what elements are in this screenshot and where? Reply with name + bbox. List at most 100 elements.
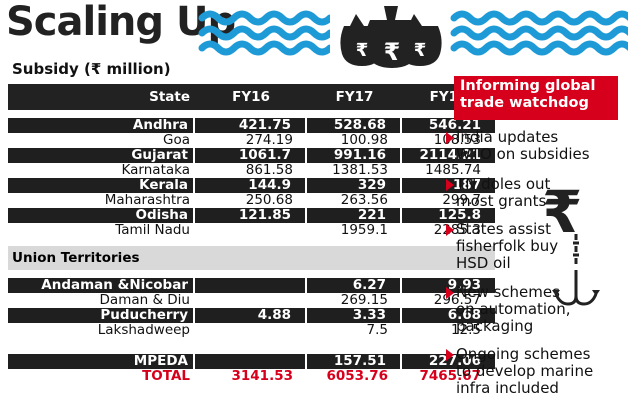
- fy16-cell: 3141.53: [195, 369, 307, 384]
- bullet-line: TN doles out: [456, 175, 551, 193]
- waves-icon-left: [198, 10, 330, 56]
- bullet-line: Ongoing schemes: [456, 345, 591, 363]
- triangle-bullet-icon: [446, 132, 454, 144]
- table-header-row: State FY16 FY17 FY18: [8, 84, 495, 110]
- table-row: Odisha 121.85 221 125.8: [8, 208, 495, 223]
- chart-subtitle: Subsidy (₹ million): [12, 60, 171, 78]
- triangle-bullet-icon: [446, 287, 454, 299]
- fy16-cell: 421.75: [195, 118, 307, 133]
- svg-text:₹: ₹: [414, 40, 427, 61]
- bullet-line: WTO on subsidies: [456, 145, 590, 163]
- triangle-bullet-icon: [446, 224, 454, 236]
- fy18-cell: 546.21: [402, 118, 495, 133]
- bullet-line: on automation,: [456, 300, 571, 318]
- section-row: Union Territories: [8, 246, 495, 270]
- sidebar-heading-line: trade watchdog: [460, 95, 589, 111]
- fy16-cell: [195, 354, 307, 369]
- subsidy-table: State FY16 FY17 FY18 Andhra 421.75 528.68 546.2…: [8, 84, 495, 384]
- state-cell: Andaman &Nicobar: [8, 278, 195, 293]
- fy17-cell: 6053.76: [307, 369, 402, 384]
- state-cell: Goa: [8, 133, 195, 148]
- state-cell: Kerala: [8, 178, 195, 193]
- row-gap-cell: [8, 338, 495, 346]
- table-row: Kerala 144.9 329 187: [8, 178, 495, 193]
- table-row: Gujarat 1061.7 991.16 2114.21: [8, 148, 495, 163]
- fy18-cell: 7465.67: [402, 369, 495, 384]
- table-row: Lakshadweep 7.5 12.5: [8, 323, 495, 338]
- fy16-cell: 121.85: [195, 208, 307, 223]
- bullet-line: fisherfolk buy: [456, 237, 559, 255]
- row-gap: [8, 346, 495, 354]
- column-header: State: [8, 84, 195, 110]
- bullet-line: packaging: [456, 317, 534, 335]
- fy17-cell: 7.5: [307, 323, 402, 338]
- fy18-cell: 6.68: [402, 308, 495, 323]
- state-cell: Tamil Nadu: [8, 223, 195, 238]
- fy18-cell: 9.93: [402, 278, 495, 293]
- sidebar-heading: Informing global trade watchdog: [454, 76, 618, 120]
- state-cell: Gujarat: [8, 148, 195, 163]
- table-row: Puducherry 4.88 3.33 6.68: [8, 308, 495, 323]
- bullet-line: to develop marine: [456, 362, 594, 380]
- fy16-cell: [195, 223, 307, 238]
- fy18-cell: 12.5: [402, 323, 495, 338]
- column-header: FY16: [195, 84, 307, 110]
- sidebar-bullet-text: New schemes on automation, packaging: [456, 284, 571, 335]
- state-cell: Odisha: [8, 208, 195, 223]
- page-title: Scaling Up: [6, 0, 236, 45]
- row-gap: [8, 238, 495, 246]
- sidebar-heading-line: Informing global: [460, 78, 596, 94]
- sidebar-bullet-text: India updates WTO on subsidies: [456, 129, 590, 163]
- table-row: Maharashtra 250.68 263.56 299.7: [8, 193, 495, 208]
- state-cell: Lakshadweep: [8, 323, 195, 338]
- table-row: Goa 274.19 100.98 108.53: [8, 133, 495, 148]
- fy17-cell: 157.51: [307, 354, 402, 369]
- triangle-bullet-icon: [446, 349, 454, 361]
- bullet-line: India updates: [456, 128, 559, 146]
- row-gap-cell: [8, 238, 495, 246]
- table-row: Andhra 421.75 528.68 546.21: [8, 118, 495, 133]
- fy18-cell: 1485.74: [402, 163, 495, 178]
- bullet-line: most grants: [456, 192, 547, 210]
- fy17-cell: 1381.53: [307, 163, 402, 178]
- row-gap-cell: [8, 346, 495, 354]
- fy16-cell: 250.68: [195, 193, 307, 208]
- sidebar-bullet-text: TN doles out most grants: [456, 176, 550, 210]
- table-row: TOTAL 3141.53 6053.76 7465.67: [8, 369, 495, 384]
- fy17-cell: 991.16: [307, 148, 402, 163]
- fy16-cell: [195, 293, 307, 308]
- fy16-cell: 144.9: [195, 178, 307, 193]
- state-cell: Maharashtra: [8, 193, 195, 208]
- section-label: Union Territories: [8, 246, 495, 270]
- state-cell: Karnataka: [8, 163, 195, 178]
- bullet-line: infra included: [456, 379, 559, 397]
- bullet-line: HSD oil: [456, 254, 511, 272]
- sidebar-bullet-text: States assist fisherfolk buy HSD oil: [456, 221, 558, 272]
- fy17-cell: 3.33: [307, 308, 402, 323]
- fy16-cell: 1061.7: [195, 148, 307, 163]
- fy17-cell: 269.15: [307, 293, 402, 308]
- money-bags-icon: ₹ ₹ ₹: [340, 6, 442, 68]
- table-row: MPEDA 157.51 227.06: [8, 354, 495, 369]
- fy18-cell: 296.57: [402, 293, 495, 308]
- fy17-cell: 1959.1: [307, 223, 402, 238]
- bullet-line: New schemes: [456, 283, 560, 301]
- state-cell: Puducherry: [8, 308, 195, 323]
- table-row: Daman & Diu 269.15 296.57: [8, 293, 495, 308]
- fy17-cell: 329: [307, 178, 402, 193]
- fy16-cell: [195, 323, 307, 338]
- fy17-cell: 100.98: [307, 133, 402, 148]
- fy18-cell: 2114.21: [402, 148, 495, 163]
- fy16-cell: 274.19: [195, 133, 307, 148]
- svg-text:₹: ₹: [356, 40, 369, 61]
- fy17-cell: 528.68: [307, 118, 402, 133]
- state-cell: TOTAL: [8, 369, 195, 384]
- fy16-cell: [195, 278, 307, 293]
- fy17-cell: 6.27: [307, 278, 402, 293]
- waves-icon-right: [450, 10, 628, 56]
- state-cell: MPEDA: [8, 354, 195, 369]
- svg-text:₹: ₹: [384, 38, 401, 66]
- table-row: Tamil Nadu 1959.1 2285.3: [8, 223, 495, 238]
- rupee-hook-icon: ₹: [542, 178, 600, 306]
- row-gap: [8, 338, 495, 346]
